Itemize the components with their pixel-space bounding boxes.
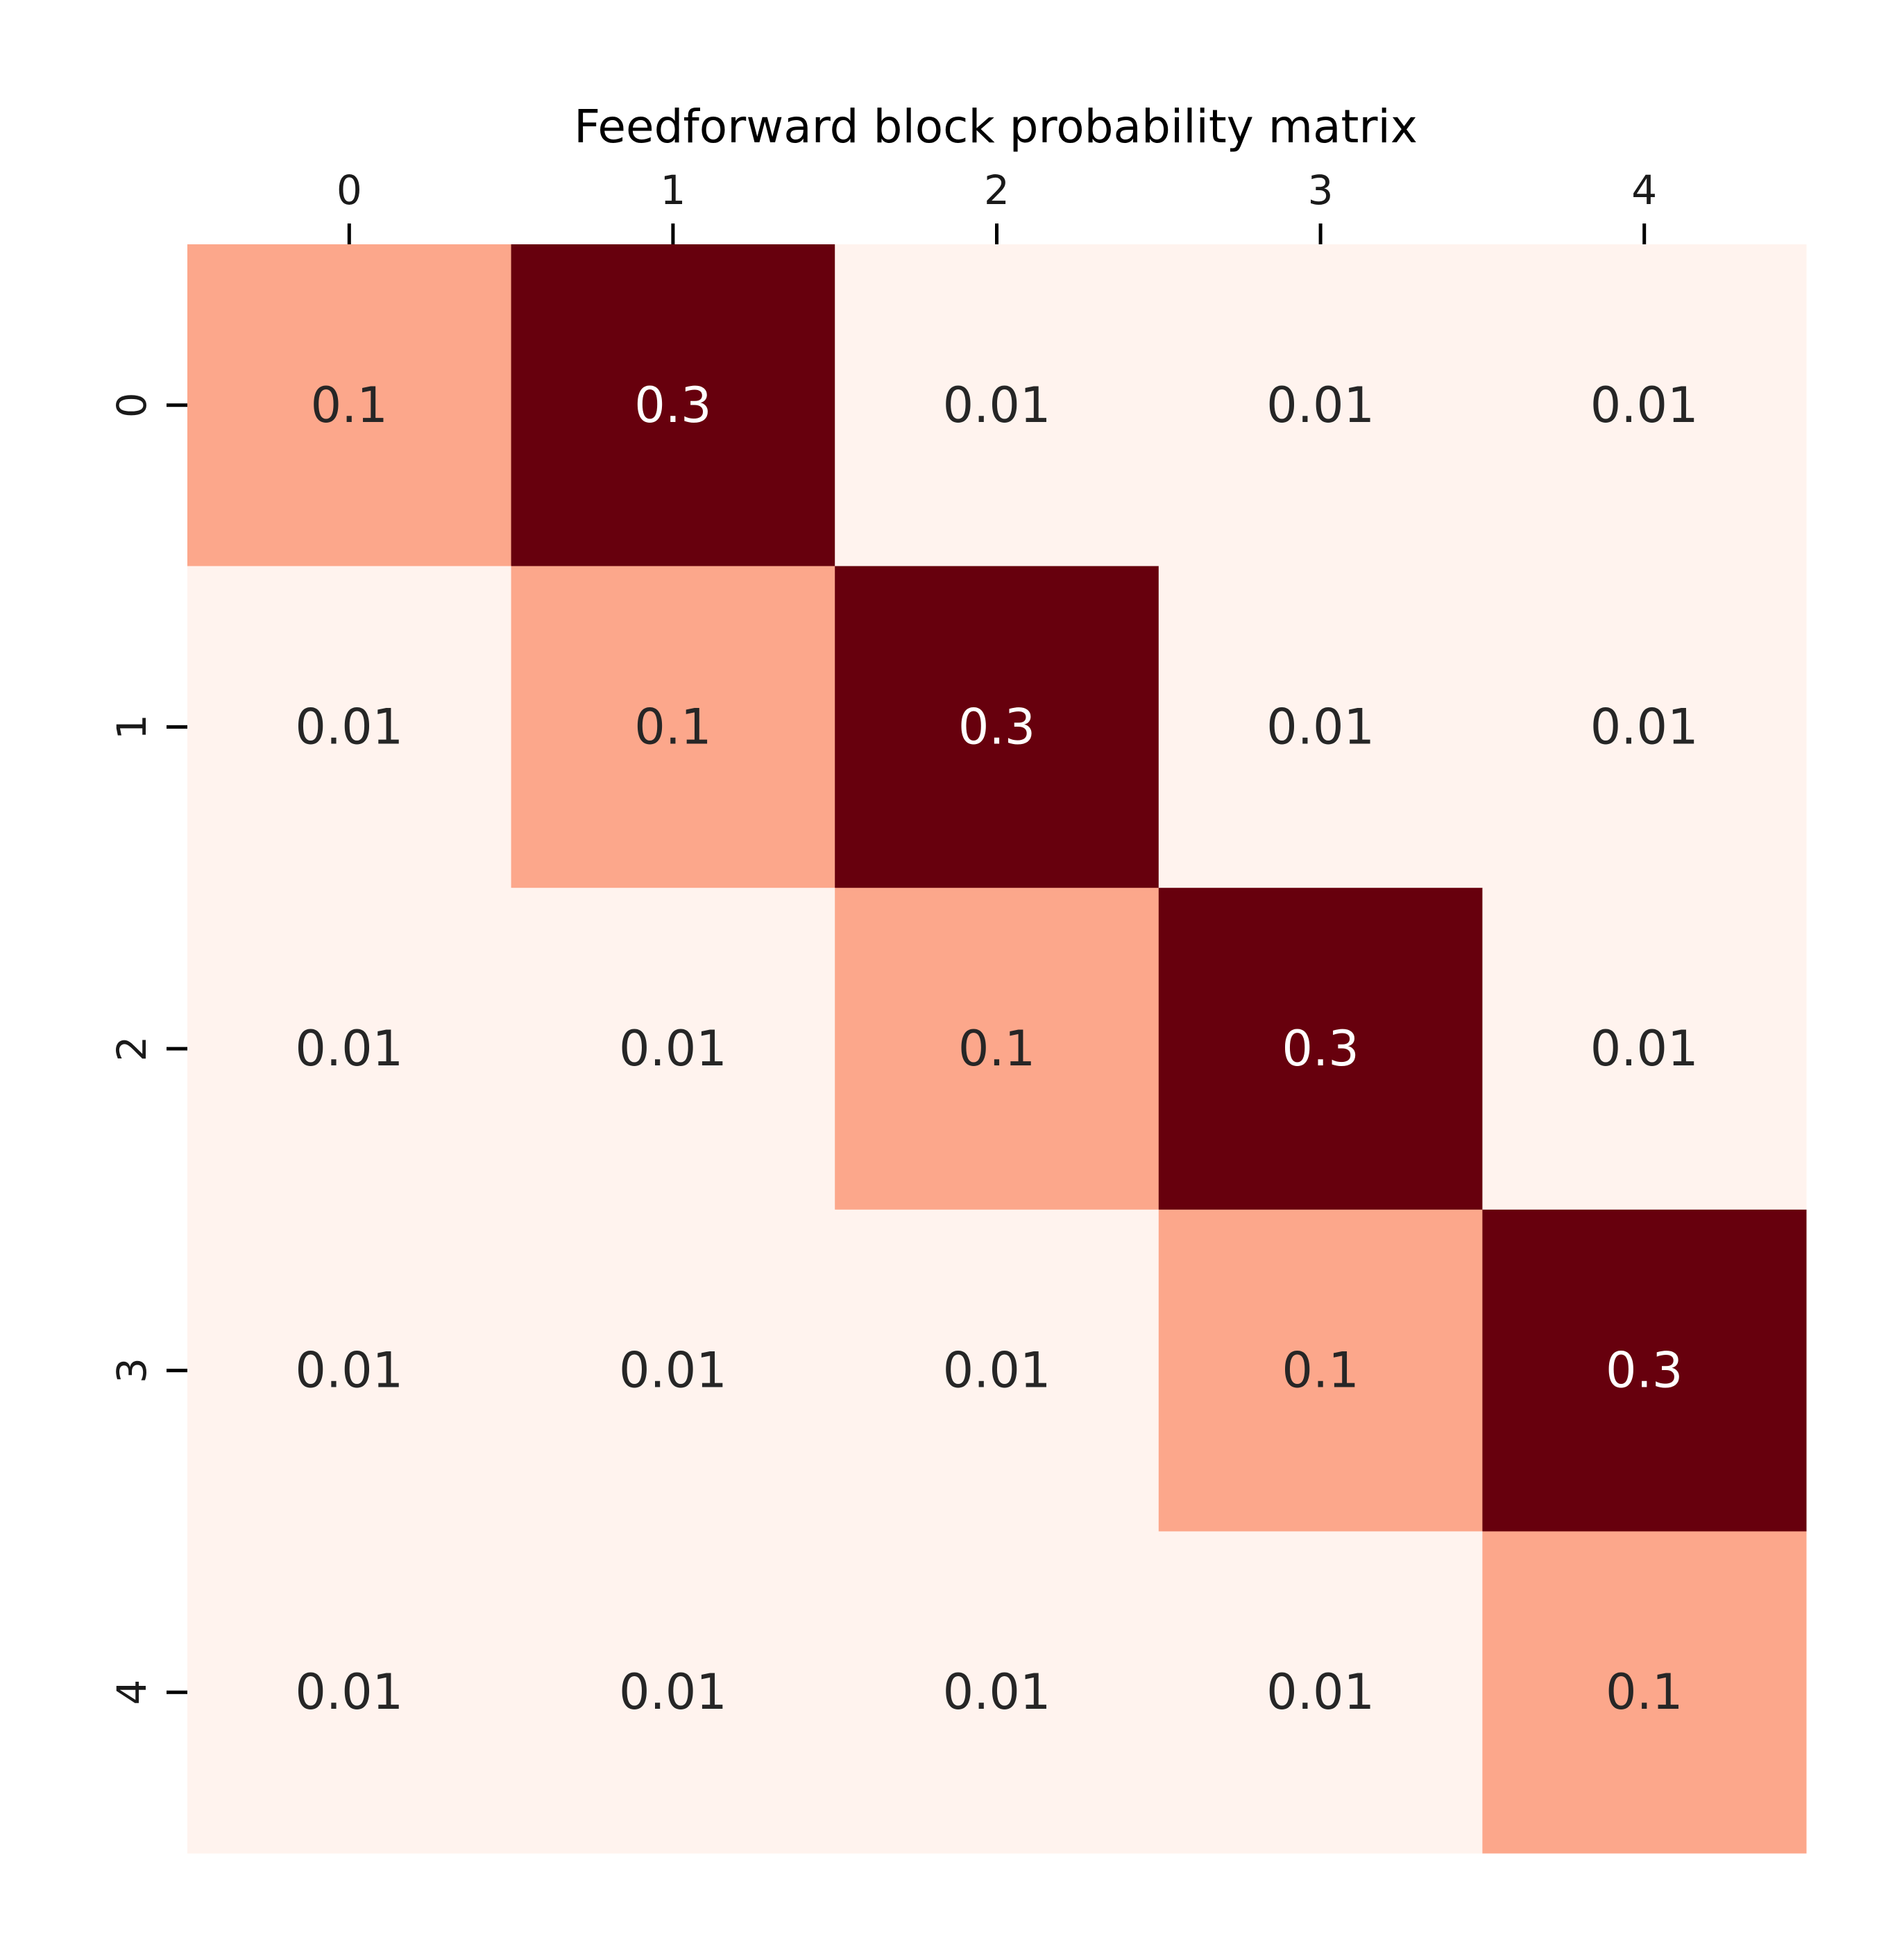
heatmap-cell-r0-c4 xyxy=(1482,244,1807,567)
cell-value-label-r1-c4: 0.01 xyxy=(1590,698,1699,755)
cell-value-label-r3-c3: 0.1 xyxy=(1282,1342,1359,1399)
heatmap-cell-r1-c4 xyxy=(1482,566,1807,888)
heatmap-cell-r2-c1 xyxy=(511,888,835,1210)
heatmap-cell-r1-c2 xyxy=(835,566,1159,888)
heatmap-cell-r4-c2 xyxy=(835,1531,1159,1854)
x-axis-top: 0 1 2 3 4 xyxy=(337,167,1657,244)
cell-value-label-r2-c0: 0.01 xyxy=(295,1020,403,1077)
cell-value-label-r3-c1: 0.01 xyxy=(619,1342,727,1399)
cell-value-label-r0-c2: 0.01 xyxy=(943,377,1051,434)
heatmap-cell-r1-c1 xyxy=(511,566,835,888)
y-tick-label-0: 0 xyxy=(108,392,155,418)
x-tick-label-2: 2 xyxy=(984,167,1010,214)
x-tick-label-3: 3 xyxy=(1308,167,1334,214)
heatmap-cells xyxy=(187,244,1807,1854)
heatmap-cell-r0-c3 xyxy=(1158,244,1483,567)
y-tick-label-4: 4 xyxy=(108,1680,155,1705)
cell-value-label-r2-c1: 0.01 xyxy=(619,1020,727,1077)
cell-value-label-r3-c2: 0.01 xyxy=(943,1342,1051,1399)
heatmap-cell-r2-c3 xyxy=(1158,888,1483,1210)
heatmap-cell-r4-c4 xyxy=(1482,1531,1807,1854)
heatmap-cell-r3-c4 xyxy=(1482,1209,1807,1532)
heatmap-cell-r3-c0 xyxy=(187,1209,512,1532)
heatmap-cell-r2-c0 xyxy=(187,888,512,1210)
cell-value-label-r4-c3: 0.01 xyxy=(1266,1664,1375,1721)
cell-value-label-r2-c2: 0.1 xyxy=(958,1020,1035,1077)
heatmap-cell-r4-c0 xyxy=(187,1531,512,1854)
cell-value-label-r1-c0: 0.01 xyxy=(295,698,403,755)
x-tick-label-4: 4 xyxy=(1631,167,1657,214)
cell-value-label-r0-c1: 0.3 xyxy=(634,377,711,434)
chart-title: Feedforward block probability matrix xyxy=(574,100,1418,153)
heatmap-cell-labels: 0.1 0.3 0.01 0.01 0.01 0.01 0.1 0.3 0.01 0.01 0.01… xyxy=(295,377,1698,1721)
cell-value-label-r0-c4: 0.01 xyxy=(1590,377,1699,434)
cell-value-label-r4-c2: 0.01 xyxy=(943,1664,1051,1721)
y-tick-label-2: 2 xyxy=(108,1036,155,1062)
heatmap-cell-r2-c2 xyxy=(835,888,1159,1210)
y-tick-label-3: 3 xyxy=(108,1358,155,1383)
y-tick-label-1: 1 xyxy=(108,714,155,740)
cell-value-label-r1-c1: 0.1 xyxy=(634,698,711,755)
y-axis-left: 0 1 2 3 4 xyxy=(108,392,187,1705)
cell-value-label-r3-c4: 0.3 xyxy=(1606,1342,1683,1399)
cell-value-label-r2-c4: 0.01 xyxy=(1590,1020,1699,1077)
heatmap-cell-r0-c2 xyxy=(835,244,1159,567)
heatmap-cell-r4-c3 xyxy=(1158,1531,1483,1854)
cell-value-label-r3-c0: 0.01 xyxy=(295,1342,403,1399)
heatmap-cell-r0-c1 xyxy=(511,244,835,567)
x-tick-label-0: 0 xyxy=(337,167,362,214)
heatmap-cell-r0-c0 xyxy=(187,244,512,567)
cell-value-label-r4-c1: 0.01 xyxy=(619,1664,727,1721)
cell-value-label-r4-c4: 0.1 xyxy=(1606,1664,1683,1721)
heatmap-cell-r1-c3 xyxy=(1158,566,1483,888)
cell-value-label-r0-c3: 0.01 xyxy=(1266,377,1375,434)
x-tick-label-1: 1 xyxy=(660,167,686,214)
heatmap-cell-r2-c4 xyxy=(1482,888,1807,1210)
cell-value-label-r2-c3: 0.3 xyxy=(1282,1020,1359,1077)
heatmap-cell-r4-c1 xyxy=(511,1531,835,1854)
heatmap-cell-r3-c2 xyxy=(835,1209,1159,1532)
heatmap-cell-r3-c3 xyxy=(1158,1209,1483,1532)
cell-value-label-r1-c2: 0.3 xyxy=(958,698,1035,755)
cell-value-label-r4-c0: 0.01 xyxy=(295,1664,403,1721)
heatmap-cell-r1-c0 xyxy=(187,566,512,888)
cell-value-label-r1-c3: 0.01 xyxy=(1266,698,1375,755)
heatmap-cell-r3-c1 xyxy=(511,1209,835,1532)
cell-value-label-r0-c0: 0.1 xyxy=(311,377,388,434)
